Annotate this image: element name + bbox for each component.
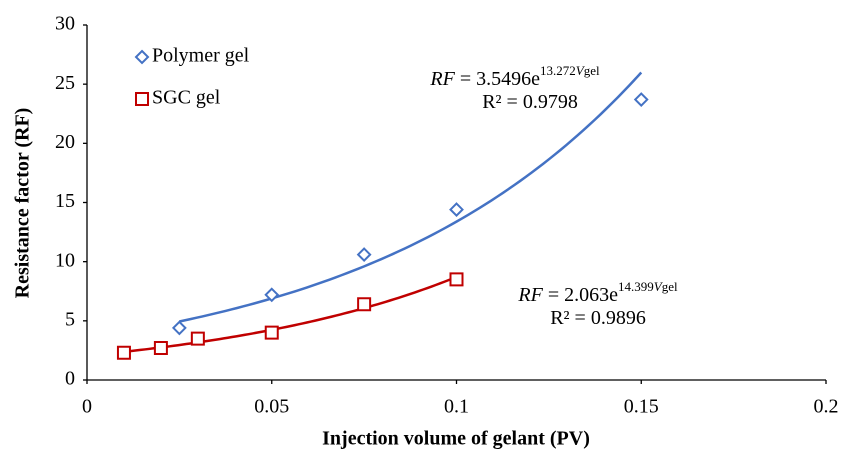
- equation-coefficient: 2.063: [564, 284, 609, 306]
- legend-label: Polymer gel: [152, 45, 250, 67]
- y-tick-label: 5: [65, 308, 75, 330]
- y-tick-label: 20: [55, 131, 75, 153]
- y-tick-label: 0: [65, 368, 75, 390]
- y-tick-label: 15: [55, 190, 75, 212]
- equation-subscript: gel: [584, 63, 600, 78]
- trend-line: [123, 275, 457, 354]
- equation-variable: V: [576, 63, 586, 78]
- trend-equation: RF = 2.063e14.399Vgel: [517, 279, 678, 306]
- equation-variable: V: [654, 279, 664, 294]
- equation-equals: =: [543, 284, 564, 306]
- trend-equation: RF = 3.5496e13.272Vgel: [429, 63, 600, 90]
- r-squared-value: 0.9798: [523, 91, 578, 113]
- r-squared: R² = 0.9798: [482, 91, 578, 113]
- point: [171, 320, 187, 336]
- y-axis-title: Resistance factor (RF): [12, 108, 34, 299]
- equation-equals: =: [455, 68, 476, 90]
- equation-subscript: gel: [662, 279, 678, 294]
- point: [633, 92, 649, 107]
- equation-exponent: 14.399: [618, 279, 654, 294]
- r-squared-label: R² =: [482, 91, 523, 113]
- point: [264, 325, 279, 340]
- point: [357, 297, 372, 312]
- equation-exponent: 13.272: [540, 63, 576, 78]
- x-tick-label: 0.15: [624, 396, 659, 418]
- equation-base: e: [531, 68, 540, 90]
- point: [153, 341, 168, 356]
- point: [356, 247, 372, 262]
- y-tick-label: 10: [55, 249, 75, 271]
- point: [264, 287, 280, 303]
- point: [449, 202, 464, 218]
- equation-lhs: RF: [429, 68, 455, 90]
- y-tick-label: 30: [55, 13, 75, 35]
- r-squared-value: 0.9896: [591, 307, 646, 329]
- trend-line: [179, 71, 643, 323]
- x-tick-label: 0.1: [444, 396, 469, 418]
- x-tick-label: 0: [82, 396, 92, 418]
- point: [449, 272, 464, 287]
- equation-base: e: [609, 284, 618, 306]
- legend-marker: [135, 92, 149, 106]
- x-tick-label: 0.05: [254, 396, 289, 418]
- point: [190, 331, 205, 346]
- equation-lhs: RF: [517, 284, 543, 306]
- x-tick-label: 0.2: [814, 396, 839, 418]
- r-squared: R² = 0.9896: [550, 307, 646, 329]
- legend-label: SGC gel: [152, 87, 221, 109]
- legend-marker: [134, 49, 150, 65]
- equation-coefficient: 3.5496: [476, 68, 531, 90]
- r-squared-label: R² =: [550, 307, 591, 329]
- y-tick-label: 25: [55, 72, 75, 94]
- point: [116, 345, 131, 360]
- x-axis-title: Injection volume of gelant (PV): [322, 428, 590, 450]
